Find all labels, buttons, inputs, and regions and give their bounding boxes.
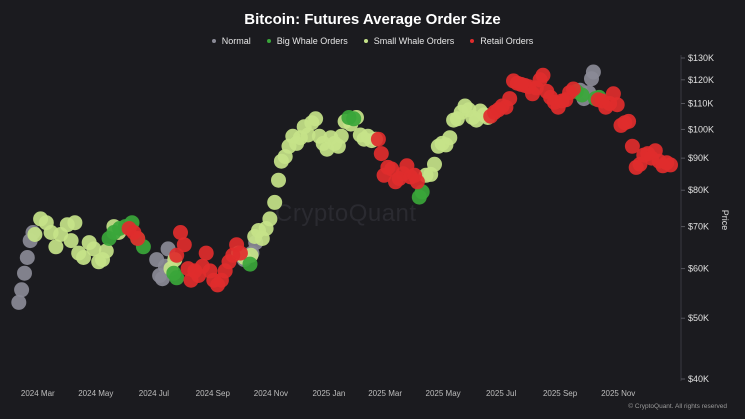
point-small-whale-12 bbox=[86, 241, 102, 257]
point-small-whale-57 bbox=[427, 156, 442, 172]
chart-title: Bitcoin: Futures Average Order Size bbox=[244, 11, 501, 28]
x-tick-label-5: 2025 Jan bbox=[312, 389, 345, 398]
point-retail-22 bbox=[373, 146, 389, 162]
copyright-text: © CryptoQuant. All rights reserved bbox=[628, 403, 727, 410]
legend-label-retail: Retail Orders bbox=[480, 36, 534, 46]
point-retail-3 bbox=[169, 247, 185, 263]
point-big-whale-11 bbox=[346, 111, 362, 127]
y-tick-label-3: $70K bbox=[688, 222, 709, 232]
legend-item-small-whale[interactable]: Small Whale Orders bbox=[363, 36, 455, 46]
x-tick-label-3: 2024 Sep bbox=[196, 389, 231, 398]
point-normal-3 bbox=[19, 250, 35, 265]
point-retail-11 bbox=[198, 245, 214, 261]
y-tick-label-4: $80K bbox=[688, 185, 709, 195]
point-retail-4 bbox=[173, 225, 188, 240]
x-tick-label-2: 2024 Jul bbox=[139, 389, 169, 398]
x-tick-label-7: 2025 May bbox=[426, 389, 461, 398]
point-retail-61 bbox=[609, 97, 625, 113]
point-small-whale-39 bbox=[308, 111, 324, 127]
point-small-whale-61 bbox=[442, 130, 458, 146]
x-tick-label-9: 2025 Sep bbox=[543, 389, 578, 398]
legend-item-retail[interactable]: Retail Orders bbox=[470, 36, 533, 46]
point-retail-65 bbox=[624, 138, 640, 154]
watermark: CryptoQuant bbox=[275, 200, 417, 227]
legend-dot-big-whale bbox=[266, 39, 271, 43]
point-small-whale-15 bbox=[98, 243, 114, 259]
point-small-whale-27 bbox=[262, 211, 278, 227]
y-tick-label-9: $130K bbox=[688, 53, 714, 63]
legend-label-small-whale: Small Whale Orders bbox=[373, 36, 455, 46]
point-retail-2 bbox=[130, 231, 146, 246]
point-retail-5 bbox=[176, 237, 192, 253]
point-retail-20 bbox=[232, 245, 248, 261]
point-normal-2 bbox=[17, 265, 32, 281]
x-tick-label-10: 2025 Nov bbox=[601, 389, 635, 398]
point-retail-38 bbox=[502, 91, 518, 107]
x-ticks: 2024 Mar 2024 May 2024 Jul 2024 Sep 2024 Nov… bbox=[21, 389, 635, 398]
legend: Normal Big Whale Orders Small Whale Orde… bbox=[0, 36, 745, 46]
points-layer bbox=[11, 64, 678, 310]
point-normal-1 bbox=[14, 282, 30, 298]
x-tick-label-8: 2025 Jul bbox=[486, 389, 516, 398]
point-normal-8 bbox=[154, 271, 170, 287]
point-retail-75 bbox=[663, 157, 678, 173]
point-retail-55 bbox=[565, 81, 581, 97]
legend-item-big-whale[interactable]: Big Whale Orders bbox=[266, 36, 348, 46]
point-small-whale-29 bbox=[271, 172, 286, 188]
x-tick-label-6: 2025 Mar bbox=[368, 389, 402, 398]
y-tick-label-2: $60K bbox=[688, 264, 709, 274]
point-normal-0 bbox=[11, 294, 27, 310]
legend-dot-small-whale bbox=[363, 39, 368, 43]
y-tick-label-8: $120K bbox=[688, 75, 714, 85]
point-big-whale-9 bbox=[242, 256, 258, 272]
point-small-whale-0 bbox=[27, 227, 43, 242]
point-small-whale-28 bbox=[267, 194, 283, 210]
point-small-whale-37 bbox=[300, 127, 316, 143]
legend-dot-normal bbox=[211, 39, 216, 43]
point-small-whale-7 bbox=[63, 233, 79, 249]
point-small-whale-4 bbox=[48, 239, 64, 255]
legend-item-normal[interactable]: Normal bbox=[211, 36, 251, 46]
point-big-whale-8 bbox=[169, 270, 185, 286]
point-small-whale-46 bbox=[333, 128, 349, 144]
y-tick-label-7: $110K bbox=[688, 98, 713, 108]
point-retail-64 bbox=[621, 113, 637, 129]
x-tick-label-0: 2024 Mar bbox=[21, 389, 55, 398]
legend-label-big-whale: Big Whale Orders bbox=[276, 36, 348, 46]
y-tick-label-1: $50K bbox=[688, 313, 709, 323]
y-tick-label-0: $40K bbox=[688, 374, 709, 384]
point-small-whale-8 bbox=[67, 215, 83, 231]
y-tick-label-6: $100K bbox=[688, 124, 714, 134]
y-axis-label: Price bbox=[720, 210, 730, 231]
legend-dot-retail bbox=[470, 39, 475, 43]
x-tick-label-1: 2024 May bbox=[78, 389, 113, 398]
point-retail-32 bbox=[409, 174, 425, 190]
y-ticks: $40K $50K $60K $70K $80K $90K $100K $110K $120K $… bbox=[681, 53, 714, 384]
point-retail-21 bbox=[370, 131, 386, 147]
y-tick-label-5: $90K bbox=[688, 153, 709, 163]
point-small-whale-10 bbox=[76, 250, 91, 265]
point-retail-47 bbox=[535, 67, 551, 83]
legend-label-normal: Normal bbox=[221, 36, 251, 46]
point-normal-19 bbox=[585, 64, 601, 80]
x-tick-label-4: 2024 Nov bbox=[254, 389, 288, 398]
